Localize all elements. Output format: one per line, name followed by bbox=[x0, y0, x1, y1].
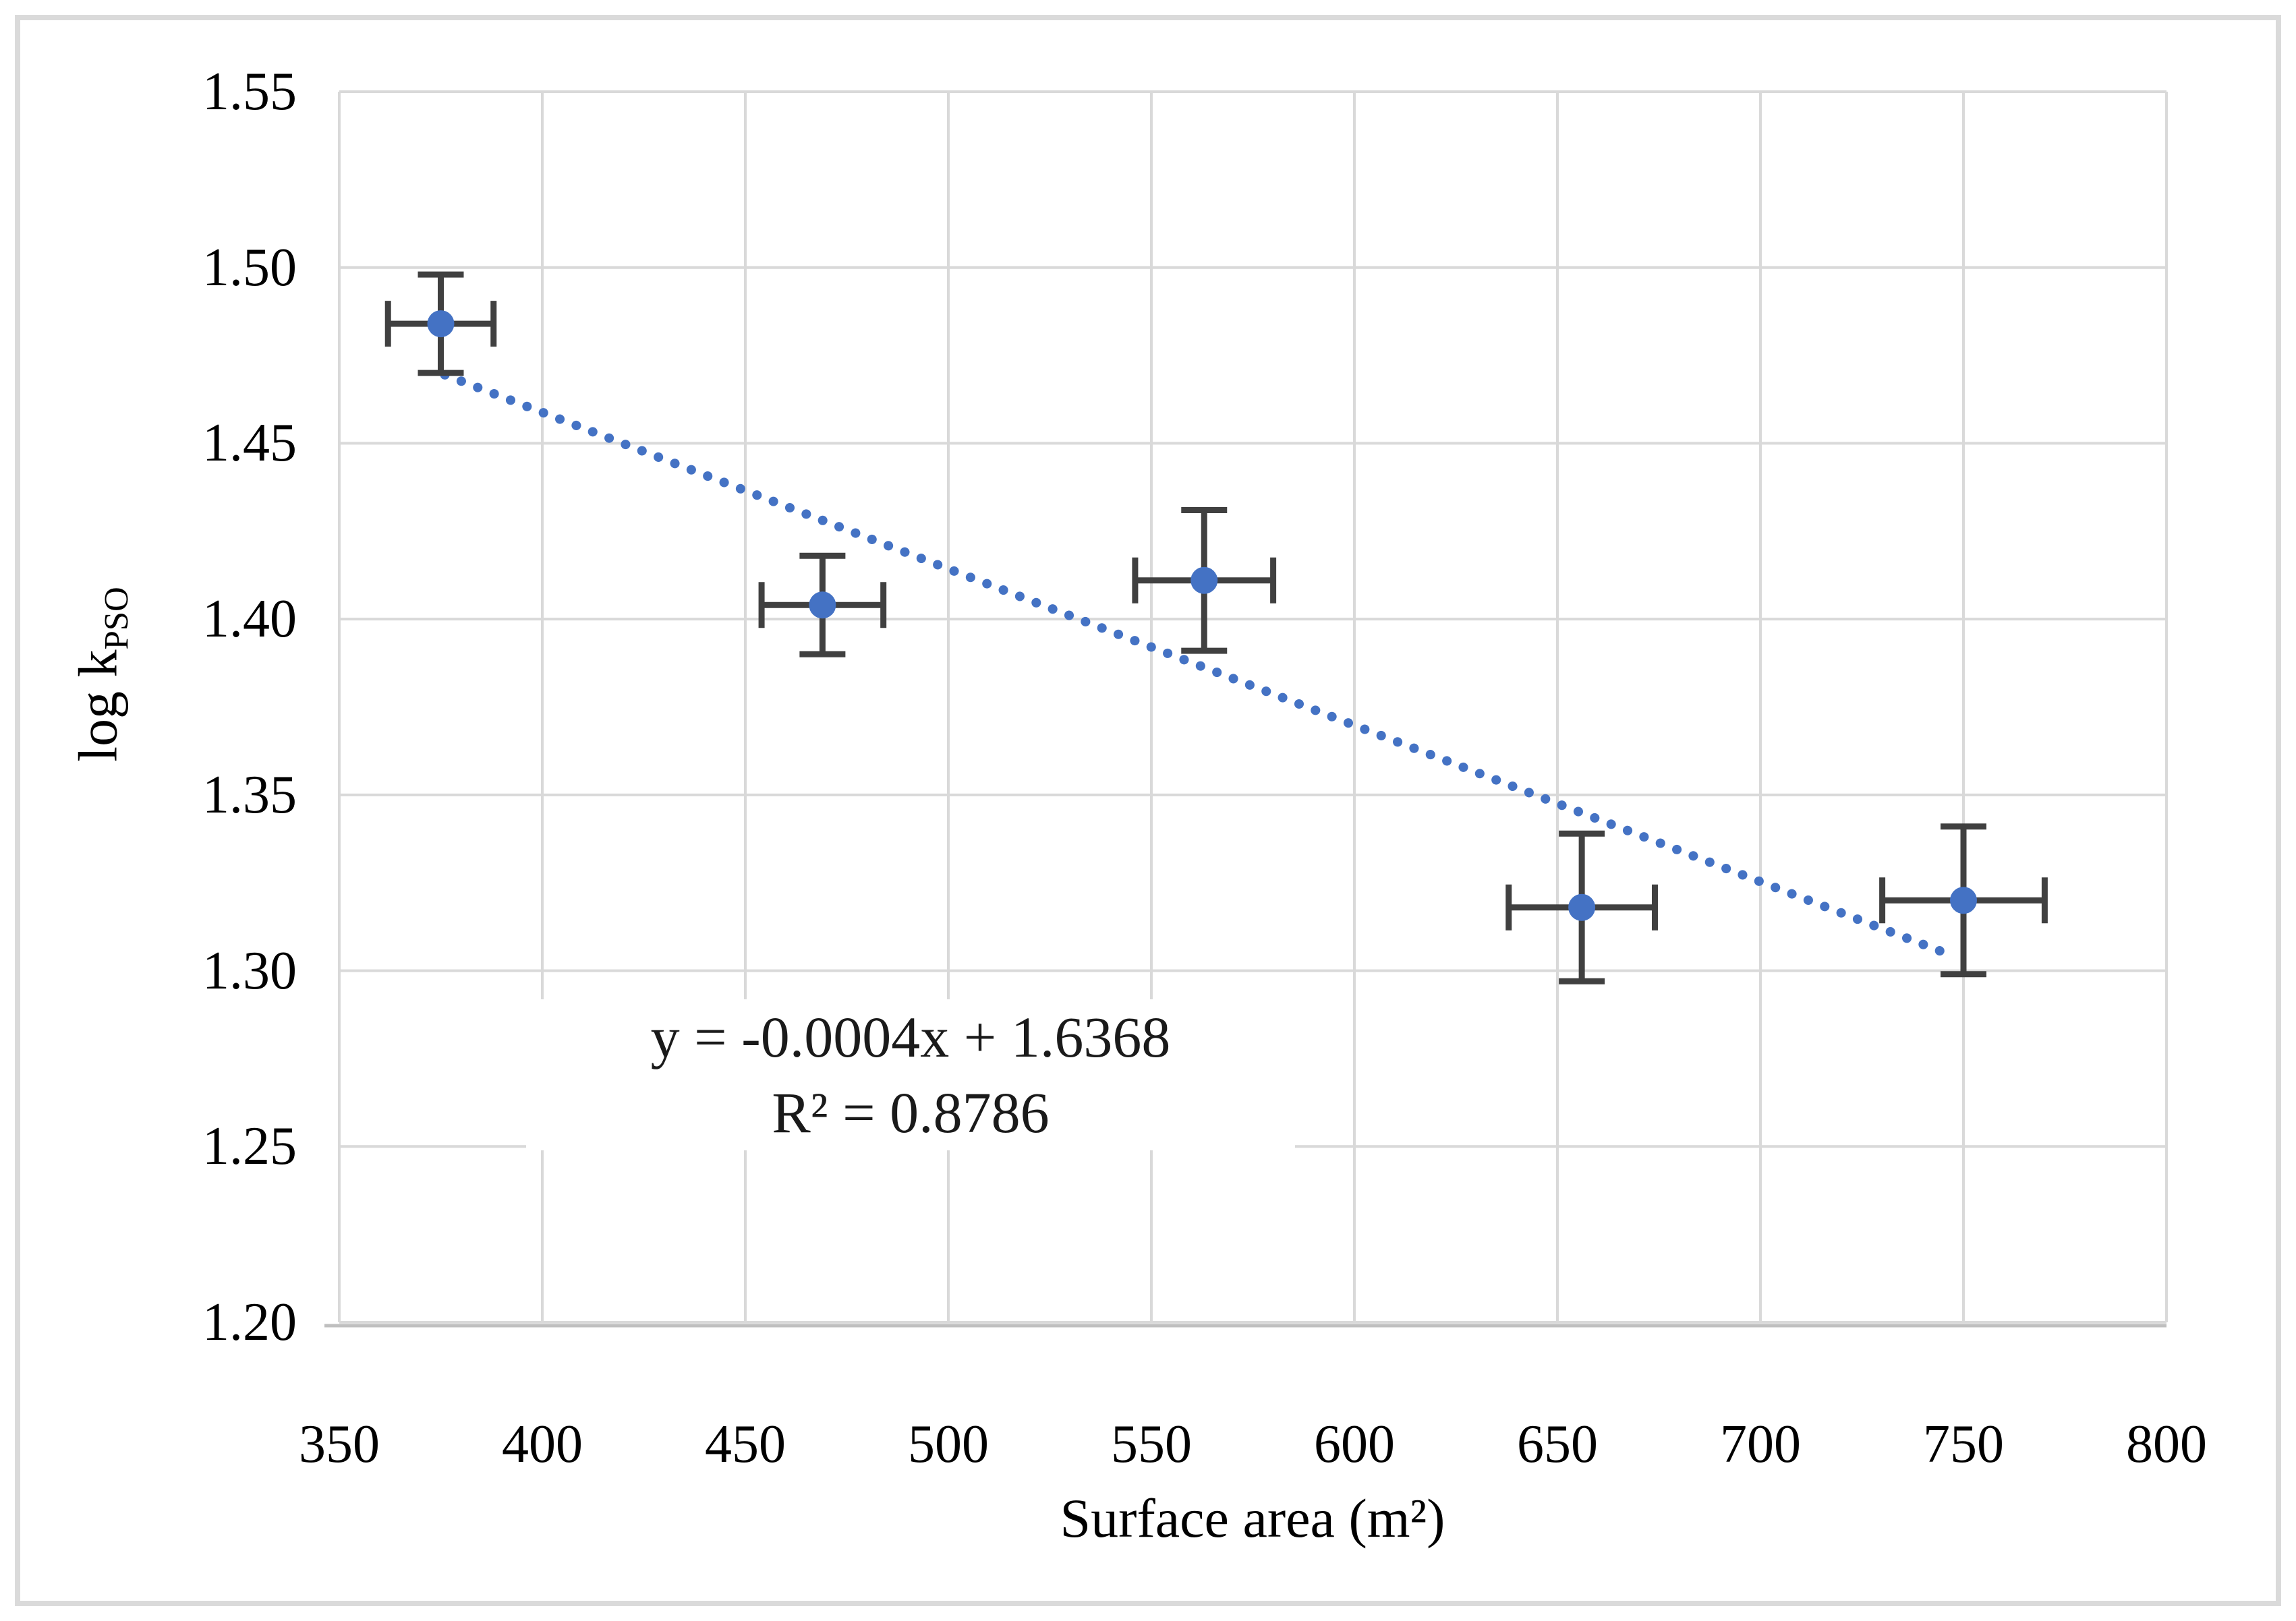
x-tick-label-750: 750 bbox=[1923, 1415, 2004, 1474]
trendline-annotation: y = -0.0004x + 1.6368 R² = 0.8786 bbox=[526, 999, 1295, 1150]
y-tick-label-1.55: 1.55 bbox=[202, 62, 297, 121]
x-tick-label-600: 600 bbox=[1314, 1415, 1395, 1474]
data-point-marker-5 bbox=[1950, 887, 1977, 914]
data-point-marker-1 bbox=[427, 310, 455, 338]
y-tick-label-1.20: 1.20 bbox=[202, 1293, 297, 1352]
trendline bbox=[440, 370, 1956, 960]
x-tick-label-700: 700 bbox=[1720, 1415, 1801, 1474]
y-tick-label-1.40: 1.40 bbox=[202, 589, 297, 649]
y-tick-label-1.50: 1.50 bbox=[202, 237, 297, 297]
trendline-equation: y = -0.0004x + 1.6368 bbox=[650, 1005, 1171, 1069]
y-tick-label-1.45: 1.45 bbox=[202, 413, 297, 473]
x-tick-label-800: 800 bbox=[2126, 1415, 2207, 1474]
y-tick-label-1.25: 1.25 bbox=[202, 1117, 297, 1177]
data-point-marker-4 bbox=[1568, 893, 1596, 921]
x-tick-label-450: 450 bbox=[705, 1415, 786, 1474]
y-axis-title-subscript: PSO bbox=[97, 587, 136, 650]
data-point-marker-3 bbox=[1190, 566, 1218, 594]
data-point-marker-2 bbox=[809, 591, 836, 619]
x-tick-label-350: 350 bbox=[299, 1415, 380, 1474]
r-squared-value: R² = 0.8786 bbox=[772, 1080, 1050, 1145]
x-tick-label-400: 400 bbox=[502, 1415, 583, 1474]
y-tick-label-1.35: 1.35 bbox=[202, 765, 297, 825]
y-axis-title-main: log k bbox=[67, 649, 129, 762]
x-tick-label-650: 650 bbox=[1517, 1415, 1598, 1474]
figure-border bbox=[15, 15, 2281, 1606]
x-tick-label-500: 500 bbox=[908, 1415, 989, 1474]
y-tick-label-1.30: 1.30 bbox=[202, 941, 297, 1001]
x-tick-label-550: 550 bbox=[1111, 1415, 1192, 1474]
y-axis-title: log kPSO bbox=[66, 587, 136, 762]
x-axis-title: Surface area (m²) bbox=[1060, 1487, 1445, 1549]
